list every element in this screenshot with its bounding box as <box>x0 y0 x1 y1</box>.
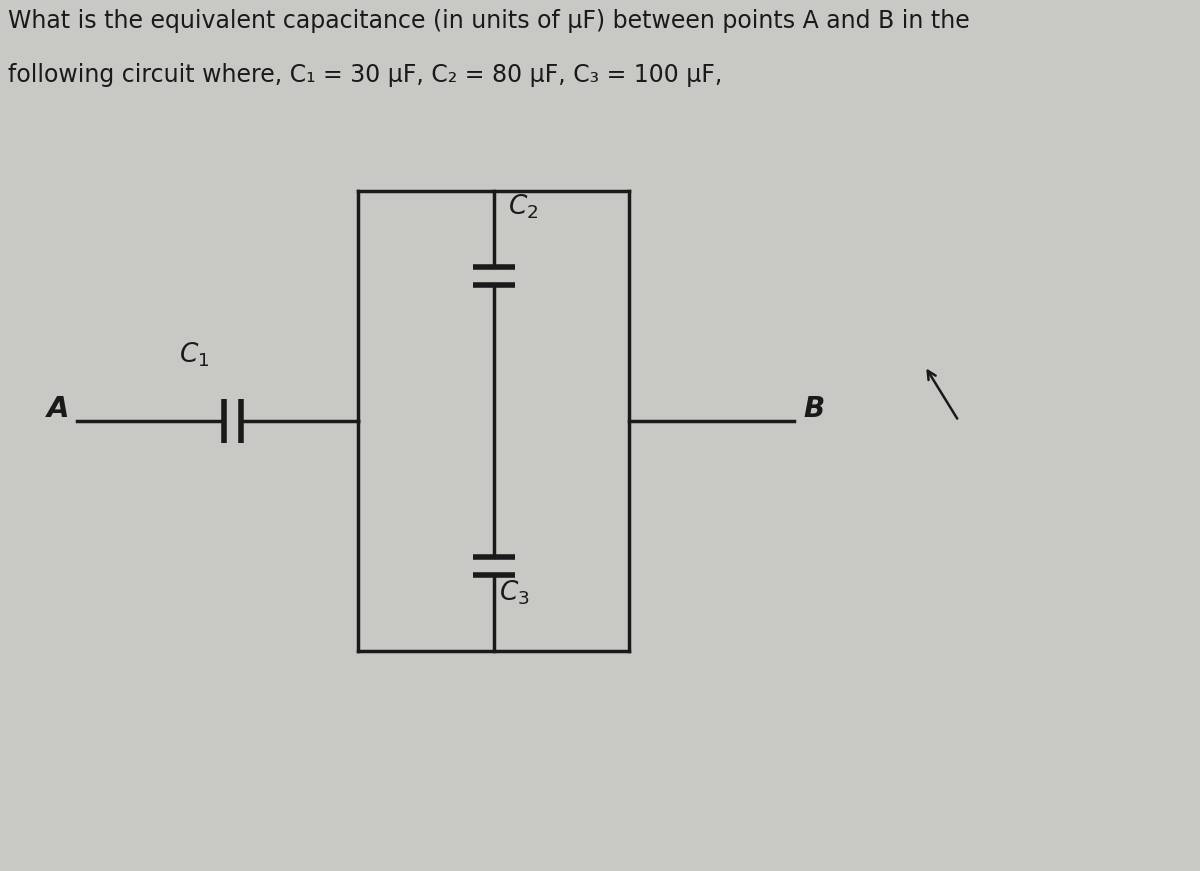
Text: What is the equivalent capacitance (in units of μF) between points A and B in th: What is the equivalent capacitance (in u… <box>7 9 970 33</box>
Text: $C_1$: $C_1$ <box>179 341 210 369</box>
Text: A: A <box>47 395 70 423</box>
Text: B: B <box>804 395 824 423</box>
Text: following circuit where, C₁ = 30 μF, C₂ = 80 μF, C₃ = 100 μF,: following circuit where, C₁ = 30 μF, C₂ … <box>7 63 722 87</box>
Text: $C_2$: $C_2$ <box>509 192 539 221</box>
Text: $C_3$: $C_3$ <box>499 578 529 606</box>
